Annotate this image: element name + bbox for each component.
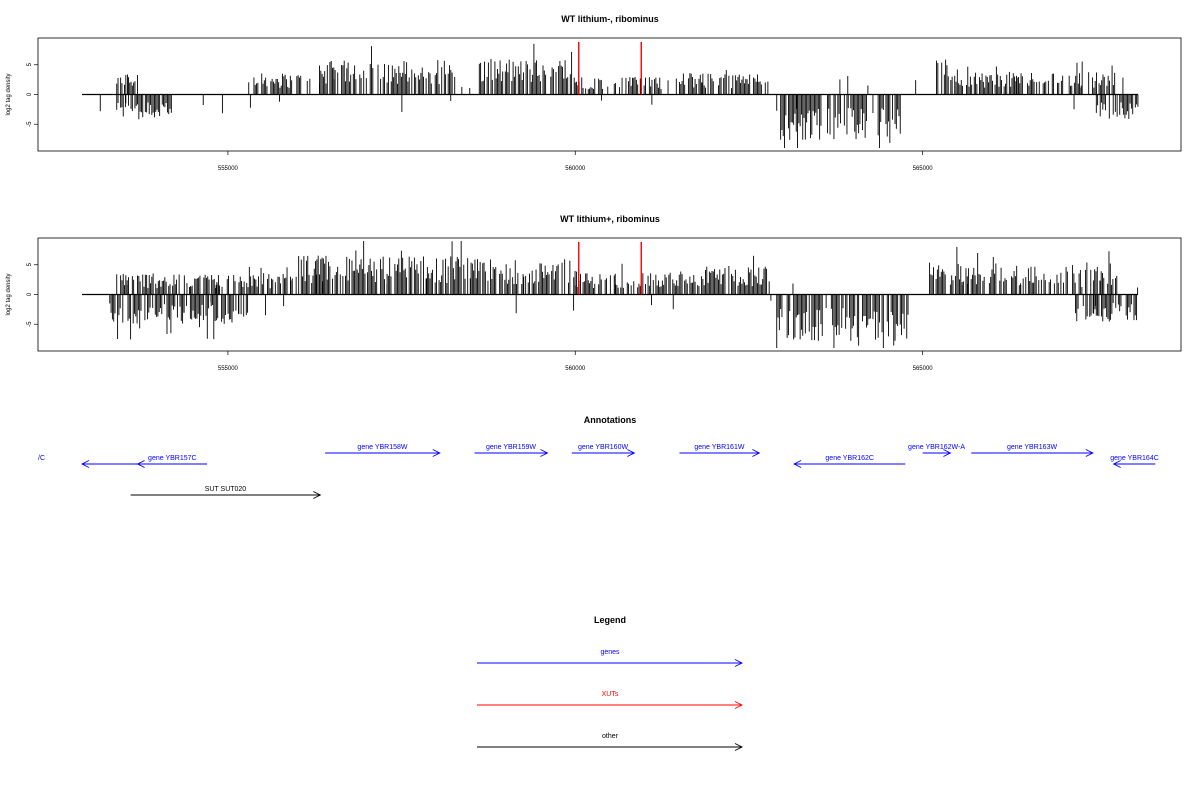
chart-title: WT lithium-, ribominus <box>561 14 659 24</box>
x-tick-label: 560000 <box>565 166 586 172</box>
chart-title: WT lithium+, ribominus <box>560 214 660 224</box>
annotation-label: gene YBR158W <box>357 444 407 451</box>
legend-arrowhead <box>734 659 744 667</box>
x-tick-label: 565000 <box>913 166 934 172</box>
y-tick-label: -5 <box>27 321 33 327</box>
annotation-arrowhead <box>540 449 549 457</box>
annotation-arrowhead <box>1085 449 1094 457</box>
y-axis-label: log2 tag density <box>6 73 12 115</box>
annotation-arrowhead <box>943 449 952 457</box>
annotation-arrowhead <box>752 449 761 457</box>
legend-arrowhead <box>734 743 744 751</box>
annotation-label: gene YBR160W <box>578 444 628 451</box>
y-tick-label: 5 <box>27 62 33 66</box>
annotation-arrowhead <box>313 491 322 499</box>
y-tick-label: -5 <box>27 121 33 127</box>
legend-label: other <box>602 733 619 740</box>
annotation-label: gene YBR162W-A <box>908 444 965 451</box>
annotation-label: gene YBR159W <box>486 444 536 451</box>
y-tick-label: 0 <box>27 292 33 296</box>
annotation-label: gene YBR161W <box>694 444 744 451</box>
annotations-title: Annotations <box>584 415 637 425</box>
x-tick-label: 560000 <box>565 366 586 372</box>
x-tick-label: 555000 <box>218 166 239 172</box>
legend-arrowhead <box>734 701 744 709</box>
annotation-arrowhead <box>136 460 145 468</box>
y-tick-label: 0 <box>27 92 33 96</box>
annotation-arrowhead <box>627 449 636 457</box>
x-tick-label: 565000 <box>913 366 934 372</box>
annotation-label: gene YBR157C <box>148 455 197 462</box>
y-axis-label: log2 tag density <box>6 273 12 315</box>
annotation-label: gene YBR162C <box>825 455 874 462</box>
annotation-label: gene YBR163W <box>1007 444 1057 451</box>
y-tick-label: 5 <box>27 262 33 266</box>
annotation-label: gene YBR164C <box>1110 455 1159 462</box>
legend-label: XUTs <box>602 691 619 698</box>
legend-title: Legend <box>594 615 626 625</box>
annotation-arrowhead <box>80 460 90 468</box>
annotation-arrowhead <box>1112 460 1121 468</box>
annotation-label: /C <box>38 455 45 462</box>
annotation-arrowhead <box>432 449 441 457</box>
legend-label: genes <box>600 649 620 656</box>
x-tick-label: 555000 <box>218 366 239 372</box>
annotation-label: SUT SUT020 <box>205 486 247 493</box>
annotation-arrowhead <box>793 460 802 468</box>
